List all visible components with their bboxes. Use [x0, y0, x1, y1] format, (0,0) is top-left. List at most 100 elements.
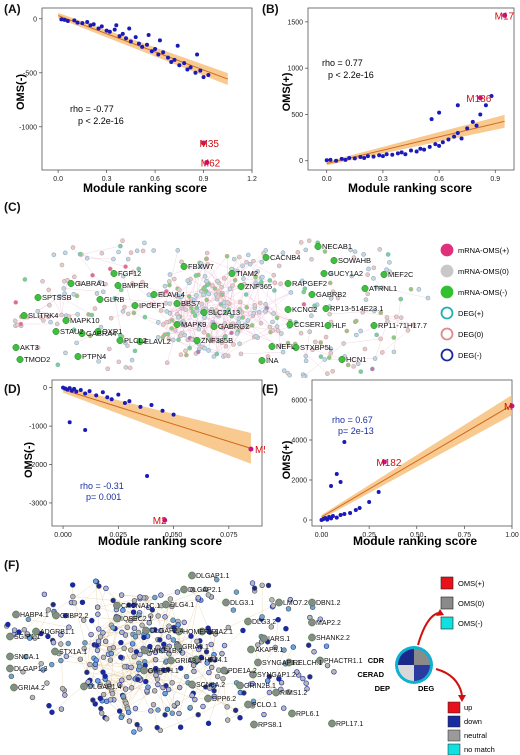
- network-node: [129, 641, 136, 647]
- network-node: [118, 243, 123, 249]
- data-point: [161, 50, 166, 55]
- x-tick-label: 0.9: [490, 176, 500, 183]
- network-edge: [96, 645, 136, 680]
- network-node: [192, 696, 198, 703]
- network-node: [408, 286, 414, 292]
- network-node: [100, 654, 107, 661]
- hub-node: [288, 709, 296, 718]
- network-node: [137, 726, 143, 732]
- module-label: M62: [201, 158, 221, 169]
- network-node: [59, 262, 65, 268]
- network-node: [118, 592, 125, 598]
- network-node: [227, 323, 233, 329]
- legend-swatch: [440, 348, 454, 362]
- data-point: [455, 103, 460, 108]
- data-point: [67, 420, 72, 425]
- hub-node: [258, 357, 266, 364]
- network-edge: [24, 609, 49, 630]
- hub-node: [173, 300, 181, 307]
- network-node: [221, 642, 228, 649]
- network-node: [191, 668, 197, 675]
- data-point: [452, 134, 457, 139]
- network-node: [249, 580, 256, 586]
- network-node: [188, 633, 194, 639]
- data-point: [74, 389, 79, 394]
- hub-node: [74, 353, 82, 360]
- network-node: [358, 369, 364, 374]
- network-node: [227, 286, 233, 292]
- network-edge: [205, 309, 214, 341]
- arrow-head: [458, 695, 466, 702]
- network-node: [58, 706, 65, 712]
- gene-label: GRIN2B.1: [244, 683, 276, 690]
- network-node: [94, 291, 100, 296]
- network-node: [204, 278, 209, 284]
- network-node: [216, 289, 221, 294]
- network-node: [275, 616, 281, 623]
- network-node: [171, 276, 177, 282]
- gene-label: DBN1.2: [316, 600, 341, 607]
- network-node: [262, 309, 268, 314]
- network-node: [151, 688, 158, 694]
- network-node: [287, 372, 292, 378]
- network-node: [219, 650, 225, 657]
- x-axis-label-a: Module ranking score: [83, 181, 207, 195]
- network-node: [182, 323, 188, 328]
- highlight-point: [201, 140, 207, 146]
- hub-node: [6, 652, 14, 661]
- y-tick-label: -2000: [29, 462, 47, 469]
- plot-frame: [307, 7, 515, 171]
- y-tick-label: 0: [33, 16, 37, 23]
- network-node: [153, 665, 159, 672]
- gene-label: GABRA1: [75, 279, 105, 288]
- network-node: [384, 267, 389, 272]
- highlight-point: [204, 159, 210, 165]
- hub-node: [260, 634, 268, 643]
- network-node: [123, 264, 128, 269]
- network-edge: [317, 242, 351, 251]
- network-node: [166, 651, 172, 657]
- network-node: [62, 612, 69, 619]
- network-node: [243, 292, 249, 297]
- gene-network-c: NECAB1 CACNB4 SOWAHB FGF12 FBXW7 TIAM2 GUCY1A2…: [12, 238, 510, 378]
- network-node: [23, 654, 29, 660]
- network-edge: [81, 254, 126, 267]
- panel-a-label: (A): [4, 2, 21, 16]
- network-edge: [122, 610, 139, 616]
- gene-label: MAP2.2: [316, 620, 341, 627]
- network-node: [247, 261, 253, 267]
- module-label: M182: [376, 458, 401, 469]
- network-edge: [387, 321, 415, 325]
- network-node: [148, 302, 154, 307]
- panel-b-label: (B): [262, 2, 279, 16]
- network-node: [106, 646, 113, 652]
- data-point: [395, 151, 400, 156]
- network-node: [50, 639, 57, 646]
- network-node: [384, 315, 390, 320]
- gene-label: SNCA.1: [14, 654, 39, 661]
- network-node: [280, 250, 286, 256]
- network-node: [148, 708, 154, 714]
- x-tick-label: 0.0: [53, 176, 63, 183]
- network-node: [298, 330, 304, 336]
- network-node: [351, 255, 357, 260]
- data-point: [177, 63, 182, 68]
- network-node: [162, 332, 168, 337]
- x-tick-label: 0.75: [458, 532, 472, 539]
- network-node: [155, 335, 161, 340]
- network-node: [303, 358, 309, 364]
- hub-node: [116, 337, 124, 344]
- gene-label: RAPGEF2: [292, 279, 327, 288]
- network-edge: [185, 323, 225, 352]
- network-edge: [208, 678, 224, 724]
- gene-label: GABRA4: [86, 329, 116, 338]
- stat-p-e: p= 2e-13: [338, 426, 374, 436]
- network-node: [139, 622, 145, 628]
- network-edge: [179, 599, 199, 650]
- hub-node: [220, 666, 228, 675]
- data-point: [153, 47, 158, 52]
- network-edge: [106, 701, 138, 725]
- gene-label: CACNB4: [270, 253, 300, 262]
- network-edge: [265, 280, 271, 305]
- network-node: [12, 318, 18, 324]
